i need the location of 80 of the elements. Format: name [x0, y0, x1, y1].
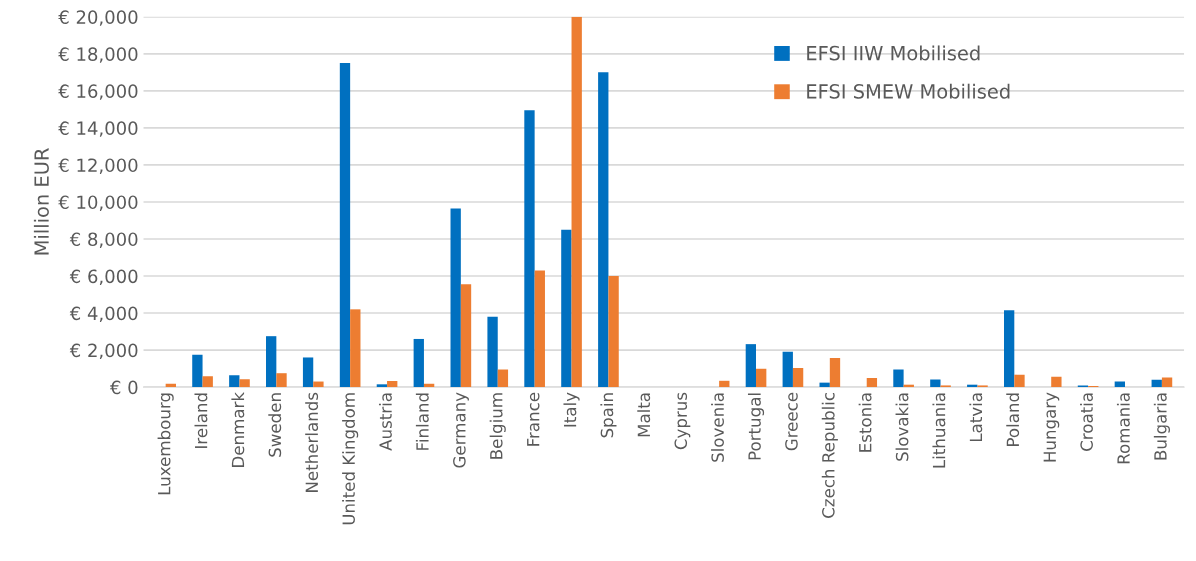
- x-tick-label: Romania: [1116, 393, 1130, 464]
- x-tick-label: Hungary: [1043, 392, 1060, 462]
- x-tick-label: Estonia: [858, 393, 872, 452]
- x-tick-label: Austria: [378, 393, 392, 451]
- x-tick-label: Belgium: [489, 393, 506, 459]
- y-tick-label: € 18,000: [58, 47, 138, 63]
- y-tick-label: € 10,000: [58, 195, 138, 211]
- bar: [192, 354, 203, 388]
- bar: [756, 368, 767, 388]
- x-tick-label: Malta: [637, 393, 651, 437]
- bar: [497, 369, 509, 388]
- bar: [866, 378, 878, 388]
- bar: [450, 208, 461, 388]
- bar: [266, 336, 277, 388]
- legend-label: EFSI SMEW Mobilised: [807, 83, 1010, 99]
- bar: [276, 373, 287, 388]
- bar: [819, 382, 830, 388]
- x-tick-label: United Kingdom: [342, 393, 359, 525]
- bar: [229, 375, 240, 388]
- legend-label: EFSI IIW Mobilised: [807, 45, 980, 61]
- bar: [339, 63, 351, 388]
- x-tick-label: Croatia: [1080, 393, 1093, 451]
- bar: [1051, 376, 1062, 388]
- bar: [524, 110, 535, 388]
- bar: [350, 309, 361, 388]
- y-tick-label: € 2,000: [69, 343, 138, 360]
- bar: [930, 379, 941, 388]
- bar: [302, 357, 314, 388]
- x-tick-label: Spain: [600, 393, 617, 438]
- y-tick-label: € 4,000: [69, 306, 138, 322]
- bar: [239, 379, 250, 388]
- y-tick-label: € 8,000: [69, 232, 138, 248]
- bar: [829, 358, 841, 388]
- y-tick-label: € 16,000: [58, 84, 138, 100]
- y-tick-label: € 12,000: [58, 158, 138, 174]
- x-tick-label: Cyprus: [674, 392, 691, 450]
- x-tick-label: Italy: [563, 392, 580, 427]
- bar: [387, 380, 398, 388]
- bar: [1161, 377, 1173, 388]
- x-tick-label: Lithuania: [932, 393, 946, 468]
- bar: [792, 368, 804, 388]
- bar: [413, 338, 424, 388]
- y-tick-label: € 0: [109, 380, 138, 395]
- x-tick-label: Sweden: [268, 393, 282, 457]
- y-tick-label: € 14,000: [58, 121, 138, 137]
- x-tick-label: Portugal: [747, 393, 765, 460]
- x-tick-label: Czech Republic: [821, 392, 838, 518]
- bar: [534, 270, 545, 388]
- bar: [376, 384, 388, 388]
- bar: [202, 376, 213, 388]
- bar: [313, 381, 324, 388]
- x-tick-label: Poland: [1006, 393, 1020, 446]
- x-tick-label: Latvia: [969, 393, 983, 442]
- y-tick-label: € 6,000: [69, 269, 138, 285]
- bar: [561, 229, 572, 388]
- bar: [1003, 310, 1015, 388]
- x-tick-label: Slovakia: [895, 393, 909, 461]
- x-tick-label: Netherlands: [305, 392, 319, 492]
- x-tick-label: Denmark: [231, 392, 245, 467]
- y-axis-title: Million EUR: [33, 148, 49, 255]
- x-tick-label: Germany: [453, 392, 469, 468]
- bar: [719, 380, 730, 388]
- bar: [745, 344, 757, 388]
- bar: [1151, 379, 1162, 388]
- y-tick-label: € 20,000: [58, 10, 138, 26]
- bar: [608, 276, 619, 388]
- x-tick-label: Greece: [785, 392, 798, 451]
- x-tick-label: Luxembourg: [157, 393, 174, 495]
- bar: [571, 16, 582, 388]
- bar: [893, 369, 904, 388]
- x-tick-label: France: [527, 392, 540, 446]
- bar: [460, 284, 472, 388]
- x-tick-label: Bulgaria: [1153, 393, 1170, 460]
- bar: [1014, 374, 1025, 388]
- x-tick-label: Ireland: [194, 393, 208, 448]
- bar: [598, 72, 609, 388]
- bar: [487, 316, 498, 388]
- bar: [782, 351, 793, 388]
- x-tick-label: Slovenia: [711, 393, 724, 462]
- x-tick-label: Finland: [415, 393, 429, 450]
